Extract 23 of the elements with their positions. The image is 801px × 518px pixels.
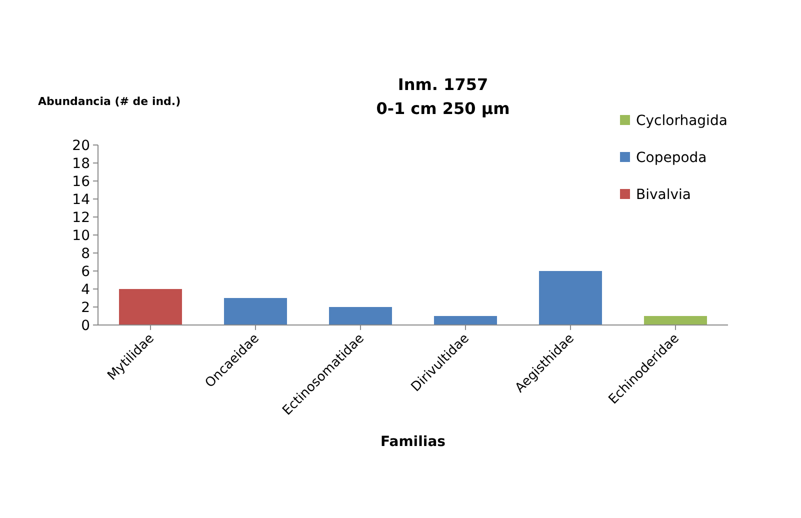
y-tick-label: 16 bbox=[72, 174, 90, 190]
bar bbox=[329, 307, 392, 325]
y-tick-label: 6 bbox=[81, 264, 90, 280]
y-tick-label: 18 bbox=[72, 156, 90, 172]
legend-label: Cyclorhagida bbox=[636, 112, 728, 129]
y-tick-label: 12 bbox=[72, 210, 90, 226]
y-tick-label: 2 bbox=[81, 300, 90, 316]
bar bbox=[539, 271, 602, 325]
y-tick-label: 0 bbox=[81, 318, 90, 334]
bar bbox=[434, 316, 497, 325]
bar bbox=[119, 289, 182, 325]
x-axis-title: Familias bbox=[380, 434, 446, 450]
chart-title: Inm. 1757 0-1 cm 250 µm bbox=[376, 75, 510, 118]
y-tick-label: 4 bbox=[81, 282, 90, 298]
legend-label: Copepoda bbox=[636, 150, 707, 166]
y-tick-label: 8 bbox=[81, 246, 90, 262]
bar bbox=[644, 316, 707, 325]
legend-label: Bivalvia bbox=[636, 186, 692, 203]
y-tick-label: 20 bbox=[72, 138, 90, 154]
y-tick-label: 14 bbox=[72, 192, 90, 208]
y-axis-title: Abundancia (# de ind.) bbox=[38, 95, 181, 108]
y-tick-label: 10 bbox=[72, 228, 90, 244]
bar bbox=[224, 298, 287, 325]
